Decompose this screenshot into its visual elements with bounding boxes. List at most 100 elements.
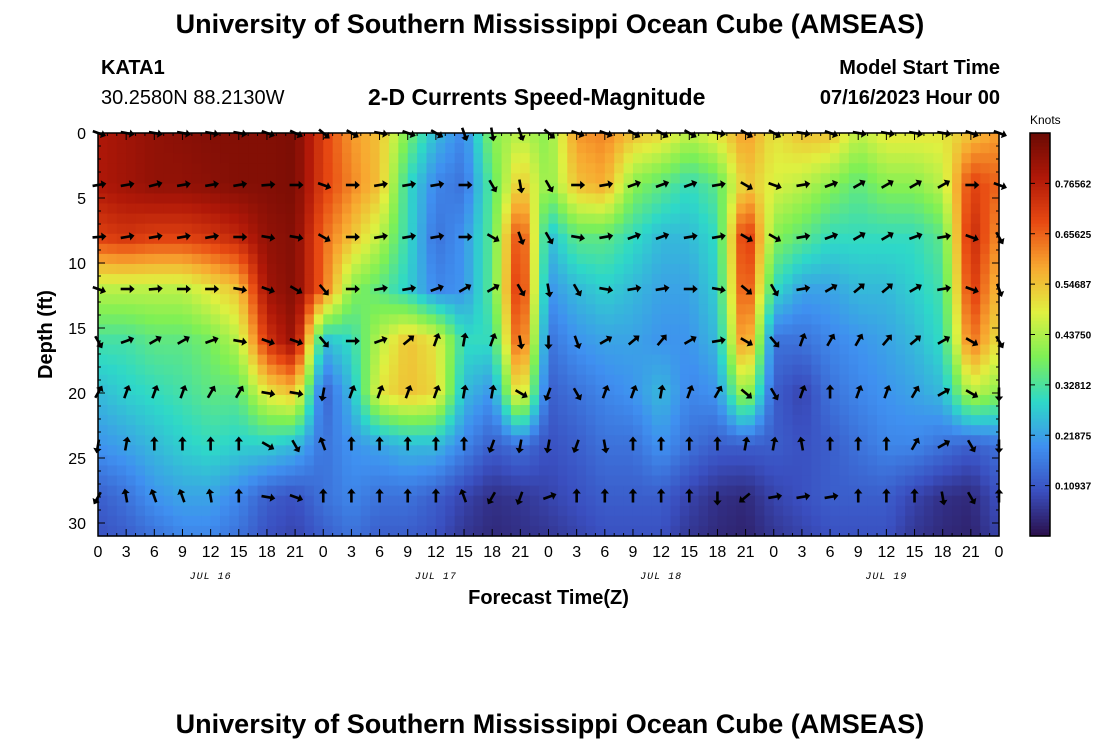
heatmap-cell <box>426 314 437 326</box>
heatmap-cell <box>154 153 165 164</box>
heatmap-cell <box>445 465 456 477</box>
heatmap-cell <box>154 243 165 255</box>
heatmap-cell <box>933 213 944 225</box>
heatmap-cell <box>867 344 878 356</box>
heatmap-cell <box>726 445 737 456</box>
heatmap-cell <box>942 374 953 386</box>
heatmap-cell <box>773 324 784 336</box>
heatmap-cell <box>257 394 268 406</box>
heatmap-cell <box>604 304 615 315</box>
heatmap-cell <box>510 495 521 507</box>
arrow-head <box>296 130 303 139</box>
heatmap-cell <box>689 495 700 507</box>
heatmap-cell <box>670 243 681 255</box>
heatmap-cell <box>163 384 174 396</box>
heatmap-cell <box>257 455 268 467</box>
heatmap-cell <box>379 525 390 537</box>
heatmap-cell <box>323 304 334 315</box>
heatmap-cell <box>989 253 1000 265</box>
heatmap-cell <box>163 394 174 406</box>
x-tick-label: 0 <box>319 544 328 561</box>
heatmap-cell <box>557 465 568 477</box>
heatmap-cell <box>689 133 700 144</box>
heatmap-cell <box>736 274 747 285</box>
heatmap-cell <box>679 505 690 517</box>
heatmap-cell <box>952 173 963 184</box>
heatmap-cell <box>867 415 878 426</box>
heatmap-cell <box>632 203 643 215</box>
heatmap-cell <box>285 153 296 164</box>
heatmap-cell <box>313 314 324 326</box>
heatmap-cell <box>295 465 306 477</box>
heatmap-cell <box>914 465 925 477</box>
heatmap-cell <box>510 455 521 467</box>
heatmap-cell <box>642 163 653 174</box>
heatmap-cell <box>895 515 906 527</box>
heatmap-cell <box>154 314 165 326</box>
heatmap-cell <box>510 143 521 154</box>
current-arrow <box>599 285 614 294</box>
heatmap-cell <box>473 465 484 477</box>
heatmap-cell <box>191 263 202 275</box>
heatmap-cell <box>266 213 277 225</box>
heatmap-cell <box>586 475 597 487</box>
arrow-head <box>574 289 583 297</box>
heatmap-cell <box>135 465 146 477</box>
minor-ticks <box>97 132 1000 537</box>
heatmap-cell <box>464 354 475 366</box>
current-arrow <box>430 180 445 189</box>
heatmap-cell <box>116 143 127 154</box>
heatmap-cell <box>698 324 709 336</box>
heatmap-cell <box>445 163 456 174</box>
heatmap-cell <box>323 415 334 426</box>
heatmap-cell <box>708 304 719 315</box>
heatmap-cell <box>342 173 353 184</box>
current-arrow <box>601 439 610 454</box>
heatmap-cell <box>970 394 981 406</box>
heatmap-cell <box>163 324 174 336</box>
heatmap-cell <box>661 374 672 386</box>
heatmap-cell <box>501 294 512 305</box>
heatmap-cell <box>698 213 709 225</box>
heatmap-cell <box>266 415 277 426</box>
heatmap-cell <box>445 324 456 336</box>
heatmap-cell <box>313 324 324 336</box>
heatmap-cell <box>388 153 399 164</box>
current-arrow <box>965 285 979 295</box>
heatmap-cell <box>726 143 737 154</box>
heatmap-cell <box>257 133 268 144</box>
heatmap-cell <box>858 495 869 507</box>
heatmap-cell <box>726 485 737 497</box>
x-tick-label: 0 <box>995 544 1004 561</box>
heatmap-cell <box>548 435 559 446</box>
heatmap-cell <box>201 465 212 477</box>
heatmap-cell <box>154 415 165 426</box>
heatmap-cell <box>342 344 353 356</box>
heatmap-cell <box>238 405 249 416</box>
current-arrow <box>655 179 670 189</box>
heatmap-cell <box>191 183 202 195</box>
heatmap-cell <box>220 193 230 205</box>
heatmap-cell <box>407 203 418 215</box>
heatmap-cell <box>754 515 765 527</box>
heatmap-cell <box>792 394 803 406</box>
heatmap-cell <box>830 213 841 225</box>
heatmap-cell <box>905 183 916 195</box>
heatmap-cell <box>651 394 662 406</box>
arrow-head <box>318 395 327 402</box>
heatmap-cell <box>417 193 428 205</box>
heatmap-cell <box>257 213 268 225</box>
current-arrow <box>291 439 301 453</box>
heatmap-cell <box>886 364 897 376</box>
heatmap-cell <box>895 163 906 174</box>
heatmap-cell <box>942 475 953 487</box>
heatmap-cell <box>708 405 719 416</box>
heatmap-cell <box>482 233 493 245</box>
colorbar: 0.109370.218750.328120.437500.546870.656… <box>1029 113 1092 537</box>
heatmap-cell <box>388 445 399 456</box>
heatmap-cell <box>576 354 587 366</box>
heatmap-cell <box>811 143 822 154</box>
heatmap-cell <box>248 253 259 265</box>
heatmap-cell <box>567 183 578 195</box>
heatmap-cell <box>464 203 475 215</box>
